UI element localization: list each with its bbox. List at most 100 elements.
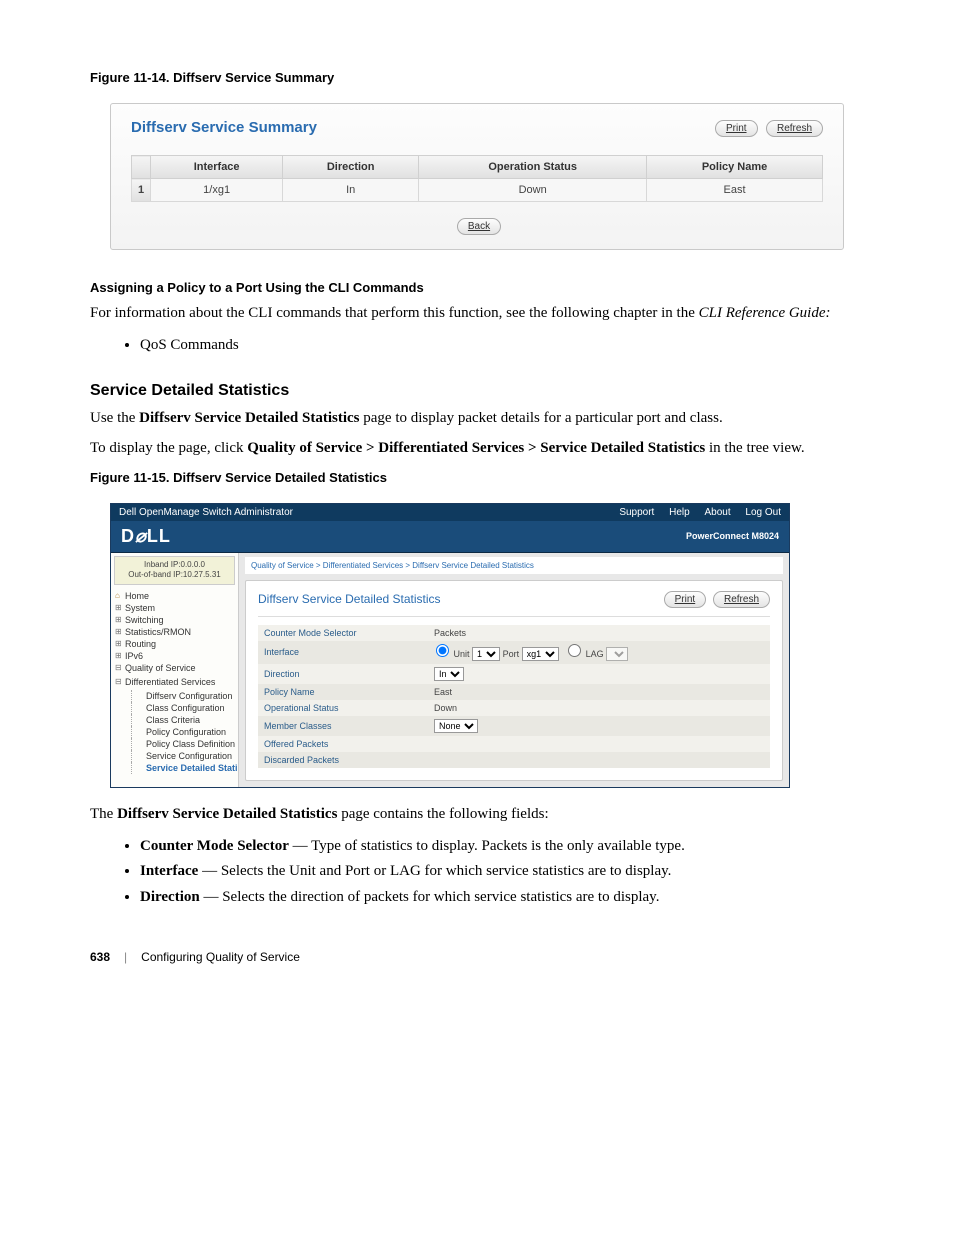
detail-panel: Diffserv Service Detailed Statistics Pri… (245, 580, 783, 781)
discarded-value (428, 752, 770, 768)
refresh-button[interactable]: Refresh (766, 120, 823, 137)
summary-buttons: Print Refresh (711, 118, 823, 137)
field-bullet-2: Direction — Selects the direction of pac… (140, 885, 864, 911)
sds-p2-a: To display the page, click (90, 440, 247, 456)
tree-leaf-2[interactable]: Class Criteria (131, 714, 238, 726)
detail-refresh-button[interactable]: Refresh (713, 591, 770, 608)
back-button[interactable]: Back (457, 218, 501, 235)
interface-label: Interface (258, 641, 428, 664)
tree-qos[interactable]: Quality of Service (115, 662, 238, 674)
model-label: PowerConnect M8024 (686, 531, 779, 541)
breadcrumb: Quality of Service > Differentiated Serv… (245, 557, 783, 574)
interface-value: Unit 1 Port xg1 LAG (428, 641, 770, 664)
figure-2-caption: Figure 11-15. Diffserv Service Detailed … (90, 470, 864, 485)
cli-heading: Assigning a Policy to a Port Using the C… (90, 280, 864, 295)
stats-table: Counter Mode Selector Packets Interface … (258, 625, 770, 768)
tree-leaf-1[interactable]: Class Configuration (131, 702, 238, 714)
admin-main: Quality of Service > Differentiated Serv… (239, 553, 789, 787)
page-footer: 638 | Configuring Quality of Service (90, 950, 864, 964)
field-list: Counter Mode Selector — Type of statisti… (140, 834, 864, 911)
unit-label: Unit (454, 649, 470, 659)
admin-sidebar: Inband IP:0.0.0.0 Out-of-band IP:10.27.5… (111, 553, 239, 787)
tree-ipv6[interactable]: IPv6 (115, 650, 238, 662)
tree-leaf-3[interactable]: Policy Configuration (131, 726, 238, 738)
lag-radio[interactable] (568, 644, 581, 657)
offered-label: Offered Packets (258, 736, 428, 752)
field-bullet-0: Counter Mode Selector — Type of statisti… (140, 834, 864, 860)
port-select[interactable]: xg1 (522, 647, 559, 661)
summary-panel: Diffserv Service Summary Print Refresh I… (110, 103, 844, 250)
direction-label: Direction (258, 664, 428, 684)
col-direction: Direction (283, 156, 419, 179)
cli-bullet: QoS Commands (140, 333, 864, 359)
col-blank (132, 156, 151, 179)
cell-direction: In (283, 179, 419, 202)
admin-logo-bar: D⌀LL PowerConnect M8024 (111, 521, 789, 553)
sds-p1-b: Diffserv Service Detailed Statistics (139, 410, 359, 426)
tree-switching[interactable]: Switching (115, 614, 238, 626)
nav-tree: Home System Switching Statistics/RMON Ro… (111, 588, 238, 674)
cli-text-a: For information about the CLI commands t… (90, 305, 699, 321)
counter-label: Counter Mode Selector (258, 625, 428, 641)
detail-title: Diffserv Service Detailed Statistics (258, 592, 441, 606)
sds-p2: To display the page, click Quality of Se… (90, 438, 864, 460)
field-desc-1: — Selects the Unit and Port or LAG for w… (198, 863, 671, 879)
sds-p1-c: page to display packet details for a par… (360, 410, 723, 426)
sds-p1: Use the Diffserv Service Detailed Statis… (90, 408, 864, 430)
print-button[interactable]: Print (715, 120, 758, 137)
summary-table: Interface Direction Operation Status Pol… (131, 155, 823, 202)
after-c: page contains the following fields: (337, 806, 548, 822)
cell-interface: 1/xg1 (151, 179, 283, 202)
col-opstatus: Operation Status (419, 156, 647, 179)
col-policy: Policy Name (647, 156, 823, 179)
tree-routing[interactable]: Routing (115, 638, 238, 650)
offered-value (428, 736, 770, 752)
tree-leaf-4[interactable]: Policy Class Definition (131, 738, 238, 750)
sds-p2-b: Quality of Service > Differentiated Serv… (247, 440, 705, 456)
field-term-2: Direction (140, 889, 200, 905)
tree-leaf-5[interactable]: Service Configuration (131, 750, 238, 762)
detail-print-button[interactable]: Print (664, 591, 707, 608)
nav-support[interactable]: Support (619, 507, 654, 518)
tree-diffserv[interactable]: Differentiated Services (115, 676, 238, 688)
ip-box: Inband IP:0.0.0.0 Out-of-band IP:10.27.5… (114, 556, 235, 585)
admin-console: Dell OpenManage Switch Administrator Sup… (110, 503, 790, 788)
discarded-label: Discarded Packets (258, 752, 428, 768)
counter-value: Packets (428, 625, 770, 641)
field-desc-2: — Selects the direction of packets for w… (200, 889, 660, 905)
after-paragraph: The Diffserv Service Detailed Statistics… (90, 804, 864, 826)
cli-ref-guide: CLI Reference Guide: (699, 305, 831, 321)
footer-divider: | (124, 950, 127, 964)
after-b: Diffserv Service Detailed Statistics (117, 806, 337, 822)
direction-select[interactable]: In (434, 667, 464, 681)
tree-system[interactable]: System (115, 602, 238, 614)
tree-statsrmon[interactable]: Statistics/RMON (115, 626, 238, 638)
tree-leaf-selected[interactable]: Service Detailed Stati (131, 762, 238, 774)
unit-radio[interactable] (436, 644, 449, 657)
admin-topbar: Dell OpenManage Switch Administrator Sup… (111, 504, 789, 521)
member-select[interactable]: None (434, 719, 478, 733)
policy-label: Policy Name (258, 684, 428, 700)
figure-1-caption: Figure 11-14. Diffserv Service Summary (90, 70, 864, 85)
sds-p1-a: Use the (90, 410, 139, 426)
tree-home[interactable]: Home (115, 590, 238, 602)
sds-p2-c: in the tree view. (705, 440, 804, 456)
after-a: The (90, 806, 117, 822)
policy-value: East (428, 684, 770, 700)
field-term-1: Interface (140, 863, 198, 879)
field-term-0: Counter Mode Selector (140, 838, 289, 854)
nav-help[interactable]: Help (669, 507, 690, 518)
lag-select[interactable] (606, 647, 628, 661)
cli-bullet-list: QoS Commands (140, 333, 864, 359)
unit-select[interactable]: 1 (472, 647, 500, 661)
footer-chapter: Configuring Quality of Service (141, 950, 300, 964)
nav-logout[interactable]: Log Out (745, 507, 781, 518)
cell-policy: East (647, 179, 823, 202)
tree-leaf-0[interactable]: Diffserv Configuration (131, 690, 238, 702)
field-bullet-1: Interface — Selects the Unit and Port or… (140, 859, 864, 885)
nav-about[interactable]: About (704, 507, 730, 518)
col-interface: Interface (151, 156, 283, 179)
opstatus-value: Down (428, 700, 770, 716)
sds-heading: Service Detailed Statistics (90, 382, 864, 400)
member-label: Member Classes (258, 716, 428, 736)
